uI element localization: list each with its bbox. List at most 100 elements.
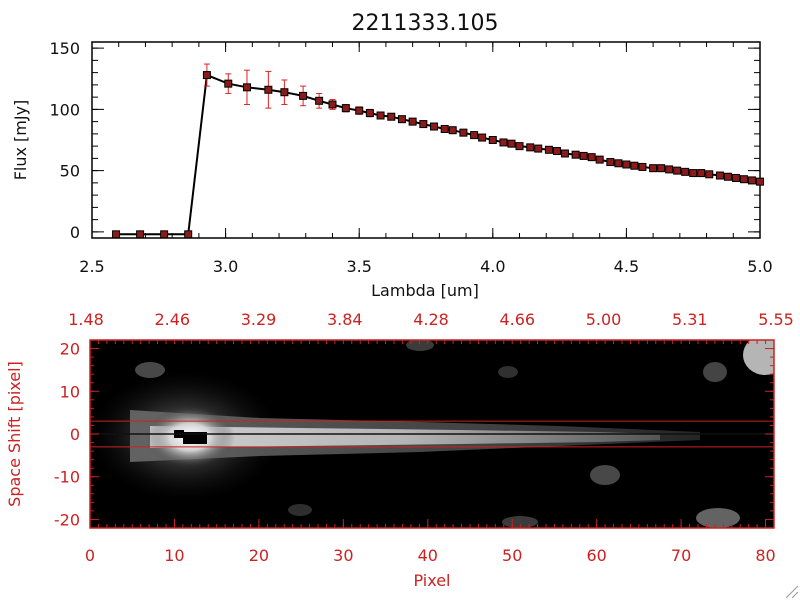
y-tick-label: -10	[54, 468, 80, 487]
data-point	[408, 117, 417, 126]
y-tick-label: 20	[60, 340, 80, 359]
data-point	[665, 165, 674, 174]
saturated-pixels-2	[183, 432, 207, 444]
x-tick-label: 0	[85, 546, 95, 565]
data-point	[723, 172, 732, 181]
y-tick-label: 150	[49, 39, 80, 58]
y-tick-label: -20	[54, 510, 80, 529]
flux-points	[112, 71, 764, 239]
top-tick-label: 3.84	[327, 310, 363, 329]
background-blob	[135, 362, 165, 378]
x-tick-label: 4.5	[614, 257, 639, 276]
data-point	[515, 142, 524, 151]
x-tick-label: 40	[418, 546, 438, 565]
data-point	[448, 126, 457, 135]
y-tick-label: 0	[70, 223, 80, 242]
x-tick-label: 5.0	[747, 257, 772, 276]
spectrum-plot: 2.5 3.0 3.5 4.0 4.5 5.0 0 50 100 150 Lambda [um]…	[11, 39, 773, 300]
data-point	[397, 115, 406, 124]
top-tick-label: 5.00	[586, 310, 622, 329]
x-tick-label: 30	[333, 546, 353, 565]
data-point	[614, 159, 623, 168]
data-point	[552, 147, 561, 156]
top-tick-label: 4.66	[499, 310, 535, 329]
data-point	[341, 104, 350, 113]
data-point	[747, 176, 756, 185]
top-tick-label: 5.55	[758, 310, 794, 329]
data-point	[488, 136, 497, 144]
data-point	[264, 85, 273, 94]
data-point	[657, 164, 666, 173]
y-tick-label: 100	[49, 100, 80, 119]
x-tick-label: 2.5	[79, 257, 104, 276]
x-tick-label: 3.0	[213, 257, 238, 276]
spectrum-x-label: Lambda [um]	[371, 281, 479, 300]
data-point	[184, 230, 193, 239]
data-point	[315, 96, 324, 105]
background-blob	[696, 508, 740, 528]
spectrum-frame	[91, 41, 761, 239]
data-point	[649, 164, 658, 173]
data-point	[387, 112, 396, 121]
data-point	[544, 145, 553, 154]
data-point	[440, 124, 449, 133]
x-tick-label: 80	[755, 546, 775, 565]
data-point	[365, 109, 374, 118]
top-tick-label: 1.48	[68, 310, 104, 329]
data-point	[595, 155, 604, 164]
spectrum-ticks	[91, 42, 761, 238]
data-point	[571, 150, 580, 159]
data-point	[579, 151, 588, 160]
image-plot: 0 10 20 30 40 50 60 70 80 1.48 2.46 3.29 3.84 4.28 4.…	[5, 310, 794, 590]
image-top-tick-labels: 1.48 2.46 3.29 3.84 4.28 4.66 5.00 5.31 5.55	[68, 310, 794, 329]
data-point	[355, 106, 364, 115]
data-point	[136, 230, 145, 239]
image-y-label: Space Shift [pixel]	[5, 361, 24, 507]
flux-error-bars	[203, 63, 763, 185]
data-point	[630, 161, 639, 170]
data-point	[112, 230, 121, 239]
y-tick-label: 10	[60, 382, 80, 401]
data-point	[739, 175, 748, 184]
trace-image	[90, 340, 774, 528]
x-tick-label: 10	[164, 546, 184, 565]
background-blob	[703, 362, 727, 382]
data-point	[499, 138, 508, 147]
data-point	[731, 173, 740, 182]
data-point	[376, 111, 385, 120]
data-point	[478, 133, 487, 142]
background-blob	[502, 516, 538, 528]
data-point	[419, 120, 428, 129]
spectrum-x-tick-labels: 2.5 3.0 3.5 4.0 4.5 5.0	[79, 257, 772, 276]
flux-series-line	[116, 73, 761, 236]
spectrum-y-label: Flux [mJy]	[11, 100, 30, 181]
data-point	[587, 153, 596, 162]
spectrum-y-tick-labels: 0 50 100 150	[49, 39, 80, 242]
background-blob	[498, 366, 518, 378]
data-point	[459, 128, 468, 137]
y-tick-label: 50	[60, 162, 80, 181]
top-tick-label: 2.46	[154, 310, 190, 329]
data-point	[534, 144, 543, 153]
data-point	[705, 170, 714, 179]
top-tick-label: 3.29	[241, 310, 277, 329]
data-point	[242, 83, 251, 92]
top-tick-label: 5.31	[672, 310, 708, 329]
data-point	[526, 143, 535, 152]
x-tick-label: 3.5	[346, 257, 371, 276]
data-point	[224, 79, 233, 88]
data-point	[697, 169, 706, 178]
data-point	[299, 91, 308, 100]
resize-grip-icon[interactable]	[785, 585, 799, 599]
trace-core	[150, 426, 660, 448]
image-y-tick-labels: 20 10 0 -10 -20	[54, 340, 80, 530]
background-blob	[743, 340, 774, 375]
data-point	[756, 177, 764, 186]
image-x-tick-labels: 0 10 20 30 40 50 60 70 80	[85, 546, 776, 565]
x-tick-label: 70	[671, 546, 691, 565]
x-tick-label: 50	[502, 546, 522, 565]
data-point	[328, 100, 337, 109]
data-point	[280, 88, 289, 97]
chart-title: 2211333.105	[352, 11, 499, 36]
